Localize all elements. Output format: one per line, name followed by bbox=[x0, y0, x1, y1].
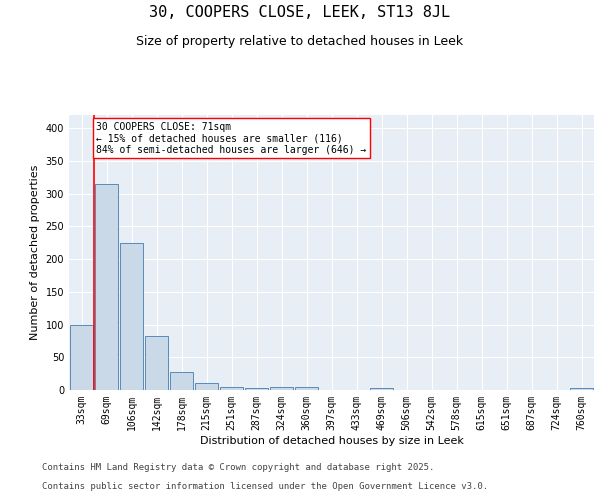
Bar bbox=[70, 324, 93, 390]
Bar bbox=[170, 372, 193, 390]
Text: 30, COOPERS CLOSE, LEEK, ST13 8JL: 30, COOPERS CLOSE, LEEK, ST13 8JL bbox=[149, 5, 451, 20]
Text: Contains HM Land Registry data © Crown copyright and database right 2025.: Contains HM Land Registry data © Crown c… bbox=[42, 464, 434, 472]
Bar bbox=[245, 388, 268, 390]
Bar bbox=[295, 386, 318, 390]
Bar bbox=[370, 388, 393, 390]
Text: Contains public sector information licensed under the Open Government Licence v3: Contains public sector information licen… bbox=[42, 482, 488, 491]
Y-axis label: Number of detached properties: Number of detached properties bbox=[30, 165, 40, 340]
Bar bbox=[95, 184, 118, 390]
Bar bbox=[270, 386, 293, 390]
Bar bbox=[195, 383, 218, 390]
Bar bbox=[120, 242, 143, 390]
Text: 30 COOPERS CLOSE: 71sqm
← 15% of detached houses are smaller (116)
84% of semi-d: 30 COOPERS CLOSE: 71sqm ← 15% of detache… bbox=[97, 122, 367, 154]
Bar bbox=[145, 336, 168, 390]
Bar bbox=[570, 388, 593, 390]
Bar bbox=[220, 386, 243, 390]
Text: Size of property relative to detached houses in Leek: Size of property relative to detached ho… bbox=[136, 35, 464, 48]
X-axis label: Distribution of detached houses by size in Leek: Distribution of detached houses by size … bbox=[200, 436, 463, 446]
